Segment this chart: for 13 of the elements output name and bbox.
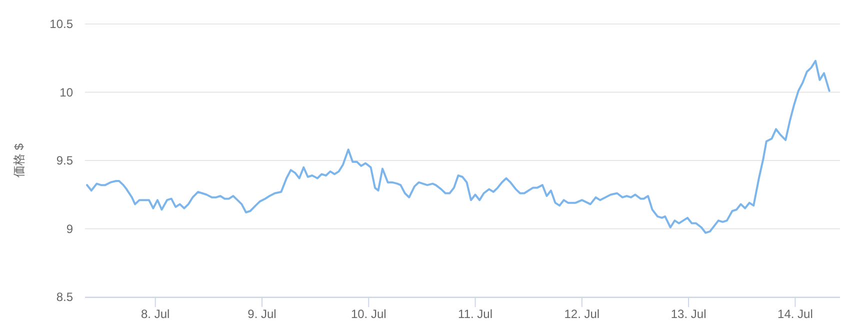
y-tick-label: 9.5 (56, 154, 74, 168)
x-tick-label: 11. Jul (458, 307, 493, 321)
y-tick-label: 10.5 (50, 17, 74, 31)
x-tick-label: 8. Jul (141, 307, 170, 321)
y-tick-label: 8.5 (56, 290, 74, 304)
x-tick-label: 12. Jul (564, 307, 600, 321)
y-axis-title: 価格 $ (12, 143, 26, 178)
x-tick-label: 9. Jul (248, 307, 276, 321)
y-tick-label: 9 (66, 222, 74, 236)
x-tick-label: 14. Jul (778, 307, 813, 321)
x-tick-label: 13. Jul (670, 307, 706, 321)
y-tick-label: 10 (60, 85, 74, 100)
x-tick-label: 10. Jul (350, 307, 386, 321)
